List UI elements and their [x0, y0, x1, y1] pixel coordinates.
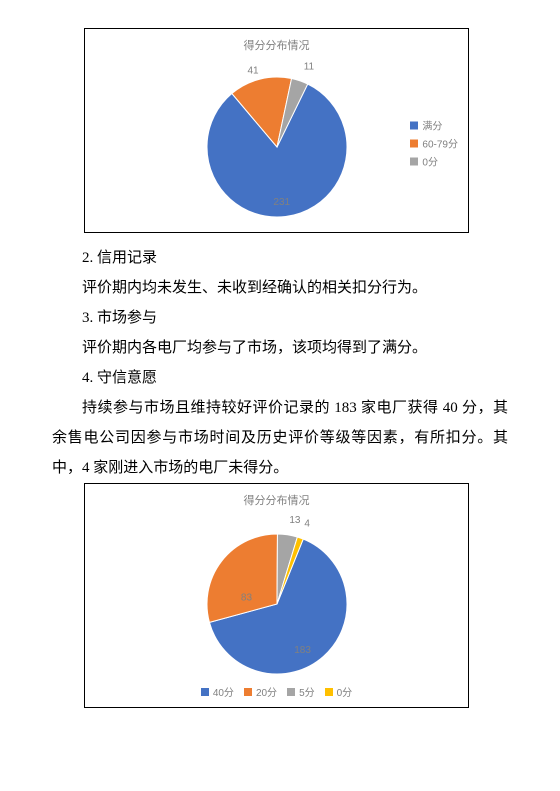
- chart2-title: 得分分布情况: [85, 484, 468, 508]
- legend-item: 0分: [410, 154, 458, 169]
- pie-slice-label: 183: [294, 645, 311, 656]
- chart2-pie: 183 83 134: [172, 512, 382, 682]
- chart2-box: 得分分布情况 183 83 134 40分 20分 5分 0分: [84, 483, 469, 708]
- legend-item: 40分: [201, 684, 234, 699]
- chart1-title: 得分分布情况: [85, 29, 468, 53]
- pie-slice-label: 231: [273, 197, 290, 208]
- legend-swatch: [244, 688, 252, 696]
- pie-slice-label: 11: [303, 61, 314, 72]
- pie-slice-label: 41: [247, 66, 259, 77]
- pie-slice-label: 83: [240, 593, 252, 604]
- legend-label: 60-79分: [422, 136, 458, 151]
- section2-heading: 2. 信用记录: [52, 243, 508, 273]
- legend-swatch: [201, 688, 209, 696]
- chart2-pie-area: 183 83 134: [85, 508, 468, 684]
- legend-swatch: [410, 139, 418, 147]
- legend-item: 5分: [287, 684, 315, 699]
- legend-item: 60-79分: [410, 136, 458, 151]
- section3-heading: 3. 市场参与: [52, 303, 508, 333]
- section4-para: 持续参与市场且维持较好评价记录的 183 家电厂获得 40 分，其余售电公司因参…: [52, 393, 508, 483]
- chart1-pie-area: 231 41 11 满分 60-79分 0分: [85, 53, 468, 233]
- legend-swatch: [410, 157, 418, 165]
- legend-item: 0分: [325, 684, 353, 699]
- pie-slice-label: 13: [289, 515, 301, 526]
- legend-swatch: [287, 688, 295, 696]
- legend-item: 20分: [244, 684, 277, 699]
- page: 得分分布情况 231 41 11 满分 60-79分 0分 2. 信用记录 评价期内均未…: [0, 0, 560, 746]
- legend-label: 20分: [256, 684, 277, 699]
- section4-heading: 4. 守信意愿: [52, 363, 508, 393]
- legend-label: 满分: [422, 118, 442, 133]
- chart2-legend: 40分 20分 5分 0分: [85, 684, 468, 707]
- legend-label: 0分: [422, 154, 438, 169]
- legend-item: 满分: [410, 118, 458, 133]
- pie-slice-label: 4: [304, 519, 310, 530]
- legend-label: 0分: [337, 684, 353, 699]
- chart1-legend: 满分 60-79分 0分: [410, 115, 458, 172]
- legend-swatch: [410, 121, 418, 129]
- legend-swatch: [325, 688, 333, 696]
- section2-para: 评价期内均未发生、未收到经确认的相关扣分行为。: [52, 273, 508, 303]
- chart1-pie: 231 41 11: [172, 57, 382, 225]
- legend-label: 40分: [213, 684, 234, 699]
- chart1-box: 得分分布情况 231 41 11 满分 60-79分 0分: [84, 28, 469, 233]
- legend-label: 5分: [299, 684, 315, 699]
- section3-para: 评价期内各电厂均参与了市场，该项均得到了满分。: [52, 333, 508, 363]
